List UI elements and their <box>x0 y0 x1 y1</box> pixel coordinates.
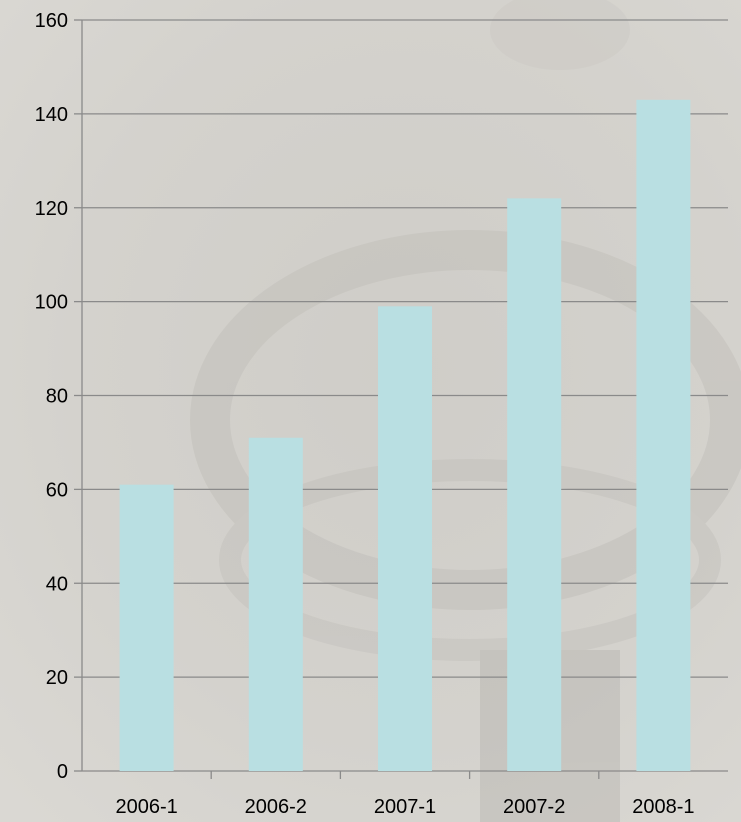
y-tick-label: 20 <box>46 667 68 689</box>
y-tick-label: 60 <box>46 479 68 501</box>
y-tick-label: 80 <box>46 386 68 408</box>
bar-2007-1 <box>378 306 432 771</box>
x-tick-label: 2008-1 <box>632 796 694 818</box>
y-tick-label: 140 <box>35 104 68 126</box>
x-tick-label: 2007-2 <box>503 796 565 818</box>
y-tick-label: 120 <box>35 198 68 220</box>
x-tick-label: 2006-1 <box>115 796 177 818</box>
bar-2008-1 <box>636 99 691 771</box>
bar-2007-2 <box>507 198 562 772</box>
x-tick-label: 2006-2 <box>245 796 307 818</box>
bars <box>119 99 691 772</box>
y-tick-label: 0 <box>57 761 68 783</box>
background-texture <box>190 0 741 822</box>
y-tick-label: 40 <box>46 573 68 595</box>
x-tick-labels: 2006-1 2006-2 2007-1 2007-2 2008-1 <box>115 796 694 818</box>
y-tick-label: 160 <box>35 10 68 32</box>
y-tick-label: 100 <box>35 292 68 314</box>
y-tick-labels: 0 20 40 60 80 100 120 140 160 <box>35 10 68 783</box>
bar-2006-1 <box>119 484 174 771</box>
bar-2006-2 <box>248 437 303 771</box>
x-tick-label: 2007-1 <box>374 796 436 818</box>
